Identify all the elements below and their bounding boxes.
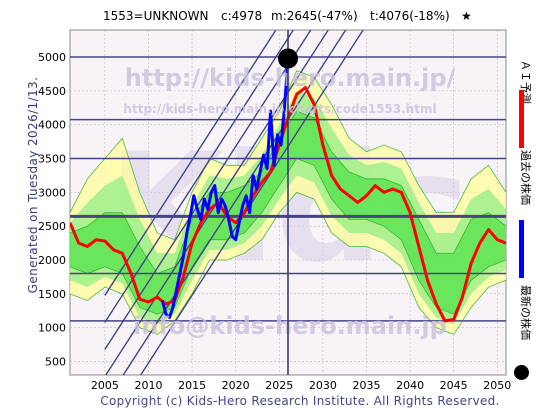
legend-past-price-label: 過去の株価 — [519, 150, 532, 205]
band-inner — [70, 111, 506, 315]
watermark-top-url: http://kids-hero.main.jp/ — [125, 64, 456, 92]
x-tick-label: 2020 — [222, 379, 250, 392]
watermark-email: info@kids-hero.main.jp — [133, 312, 447, 340]
legend-latest-price: 最新の株価 — [514, 285, 546, 385]
y-tick-label: 5000 — [38, 51, 66, 64]
x-tick-label: 2010 — [134, 379, 162, 392]
y-tick-label: 1500 — [38, 288, 66, 301]
y-tick-label: 3000 — [38, 186, 66, 199]
trend-channel-line — [139, 30, 364, 375]
legend-latest-price-marker — [514, 365, 529, 380]
y-tick-label: 2500 — [38, 220, 66, 233]
x-tick-label: 2015 — [178, 379, 206, 392]
current-price-stat: c:4978 — [221, 9, 263, 23]
target-price-stat: t:4076(-18%) — [370, 9, 450, 23]
y-tick-label: 500 — [45, 355, 66, 368]
y-tick-label: 4000 — [38, 119, 66, 132]
x-tick-label: 2030 — [309, 379, 337, 392]
legend-ai-forecast-swatch — [519, 90, 524, 148]
x-tick-label: 2025 — [265, 379, 293, 392]
latest-price-marker — [278, 48, 298, 69]
x-tick-label: 2045 — [440, 379, 468, 392]
legend-ai-forecast: ＡＩ予測 — [514, 30, 546, 155]
x-tick-label: 2040 — [396, 379, 424, 392]
x-tick-label: 2005 — [91, 379, 119, 392]
past-price-line — [160, 58, 290, 319]
trend-channel-line — [104, 30, 312, 350]
min-price-stat: m:2645(-47%) — [271, 9, 358, 23]
trend-channel-line — [104, 30, 295, 323]
y-tick-label: 4500 — [38, 85, 66, 98]
legend-latest-price-label: 最新の株価 — [519, 285, 532, 340]
trend-channel-line — [122, 30, 347, 375]
legend: ＡＩ予測 過去の株価 最新の株価 — [514, 30, 546, 385]
legend-past-price: 過去の株価 — [514, 150, 546, 280]
chart-header: 1553=UNKNOWN c:4978 m:2645(-47%) t:4076(… — [0, 6, 560, 26]
y-tick-label: 2000 — [38, 254, 66, 267]
y-tick-label: 3500 — [38, 153, 66, 166]
copyright-notice: Copyright (c) Kids-Hero Research Institu… — [100, 394, 500, 408]
watermark-mid-url: http://kids-hero.main.jp/charts/code1553… — [123, 102, 436, 116]
x-tick-label: 2035 — [352, 379, 380, 392]
x-tick-label: 2050 — [483, 379, 511, 392]
y-tick-label: 1000 — [38, 322, 66, 335]
legend-past-price-swatch — [519, 220, 524, 278]
stock-code-name: 1553=UNKNOWN — [103, 9, 209, 23]
star-icon: ★ — [461, 9, 472, 23]
